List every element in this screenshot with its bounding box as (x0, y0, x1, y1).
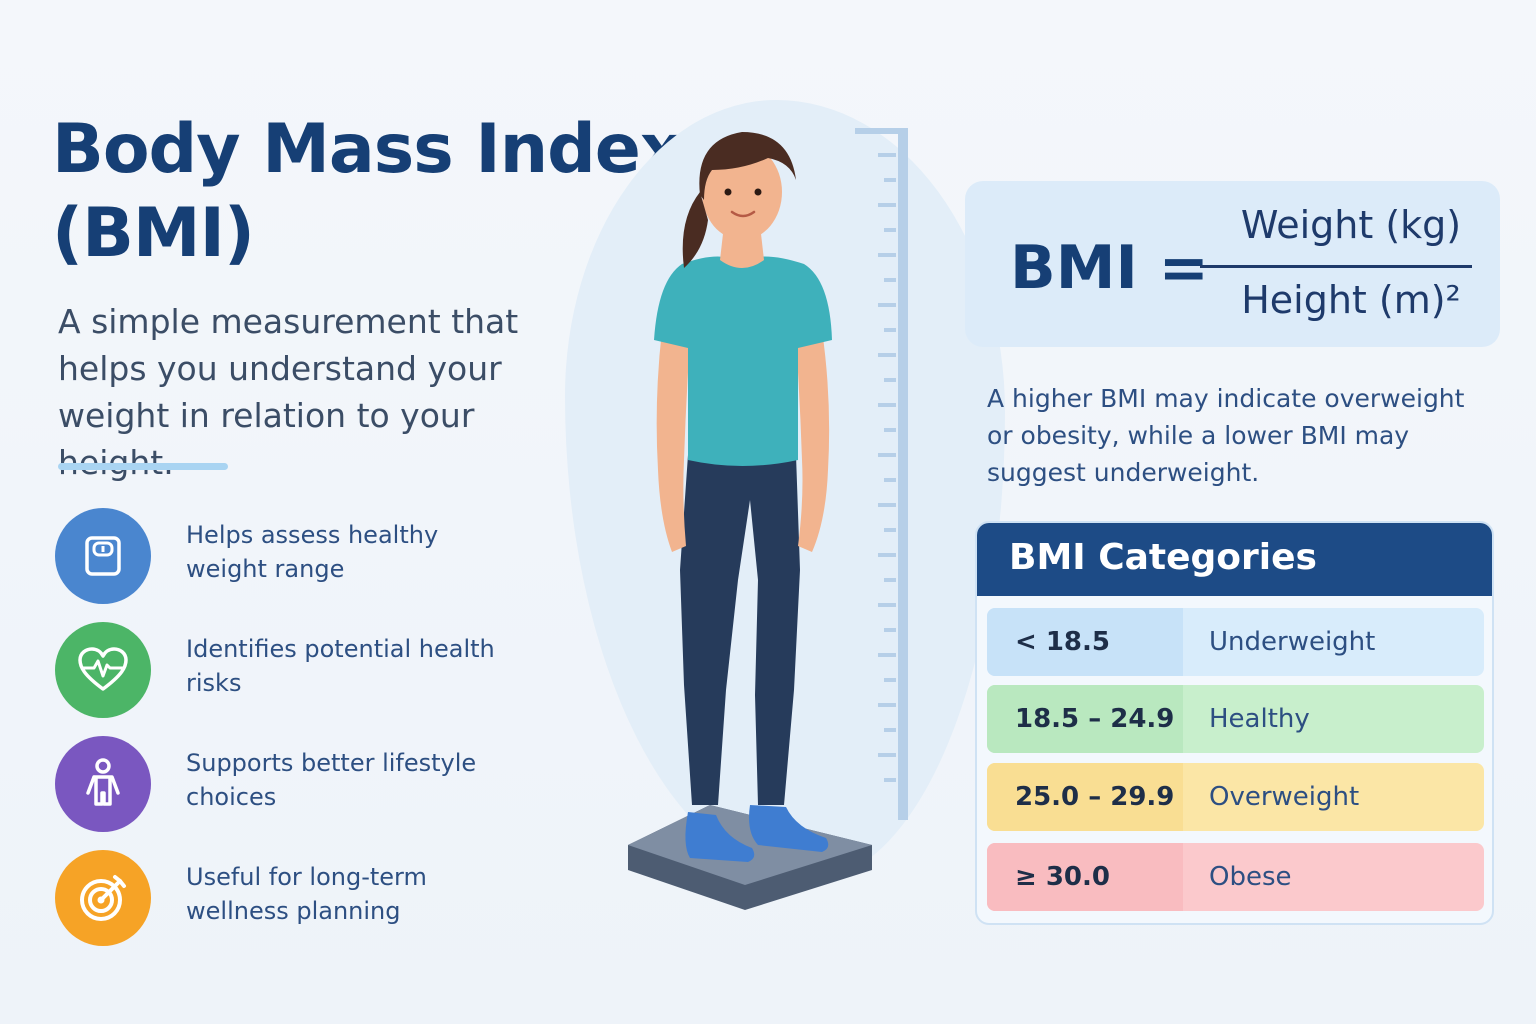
category-range: 25.0 – 29.9 (987, 763, 1183, 831)
feature-item-risks: Identifies potential health risks (55, 622, 515, 718)
divider (58, 463, 228, 470)
heart-pulse-icon (55, 622, 151, 718)
feature-text: Helps assess healthy weight range (186, 521, 439, 583)
bmi-formula: BMI = Weight (kg) Height (m)² (965, 181, 1500, 347)
category-range: < 18.5 (987, 608, 1183, 676)
feature-item-assess: Helps assess healthy weight range (55, 508, 515, 604)
feature-text: Identifies potential health risks (186, 635, 495, 697)
person-icon (55, 736, 151, 832)
person-on-scale-illustration (628, 128, 908, 910)
category-label: Overweight (1209, 782, 1360, 812)
category-label: Healthy (1209, 704, 1310, 734)
formula-lhs: BMI = (1010, 233, 1209, 303)
height-ruler (855, 128, 908, 820)
bmi-categories-table: BMI Categories < 18.5 Underweight 18.5 –… (975, 521, 1494, 925)
bmi-note: A higher BMI may indicate overweight or … (987, 384, 1465, 487)
title-line-2: (BMI) (52, 194, 255, 273)
subtitle: A simple measurement that helps you unde… (58, 302, 519, 482)
formula-numerator: Weight (kg) (1240, 203, 1462, 247)
scale-icon (55, 508, 151, 604)
category-range: 18.5 – 24.9 (987, 685, 1183, 753)
page-title: Body Mass Index (BMI) (52, 108, 692, 276)
categories-header: BMI Categories (977, 523, 1492, 596)
feature-item-planning: Useful for long-term wellness planning (55, 850, 515, 946)
category-row-obese: ≥ 30.0 Obese (987, 843, 1484, 911)
category-range: ≥ 30.0 (987, 843, 1183, 911)
category-row-overweight: 25.0 – 29.9 Overweight (987, 763, 1484, 831)
feature-item-lifestyle: Supports better lifestyle choices (55, 736, 515, 832)
category-label: Underweight (1209, 627, 1376, 657)
target-icon (55, 850, 151, 946)
category-label: Obese (1209, 862, 1292, 892)
fraction-bar (1200, 265, 1472, 268)
feature-text: Supports better lifestyle choices (186, 749, 477, 811)
category-row-healthy: 18.5 – 24.9 Healthy (987, 685, 1484, 753)
formula-denominator: Height (m)² (1241, 278, 1461, 322)
feature-text: Useful for long-term wellness planning (186, 863, 427, 925)
category-row-underweight: < 18.5 Underweight (987, 608, 1484, 676)
categories-title: BMI Categories (1009, 537, 1317, 578)
title-line-1: Body Mass Index (52, 110, 684, 189)
